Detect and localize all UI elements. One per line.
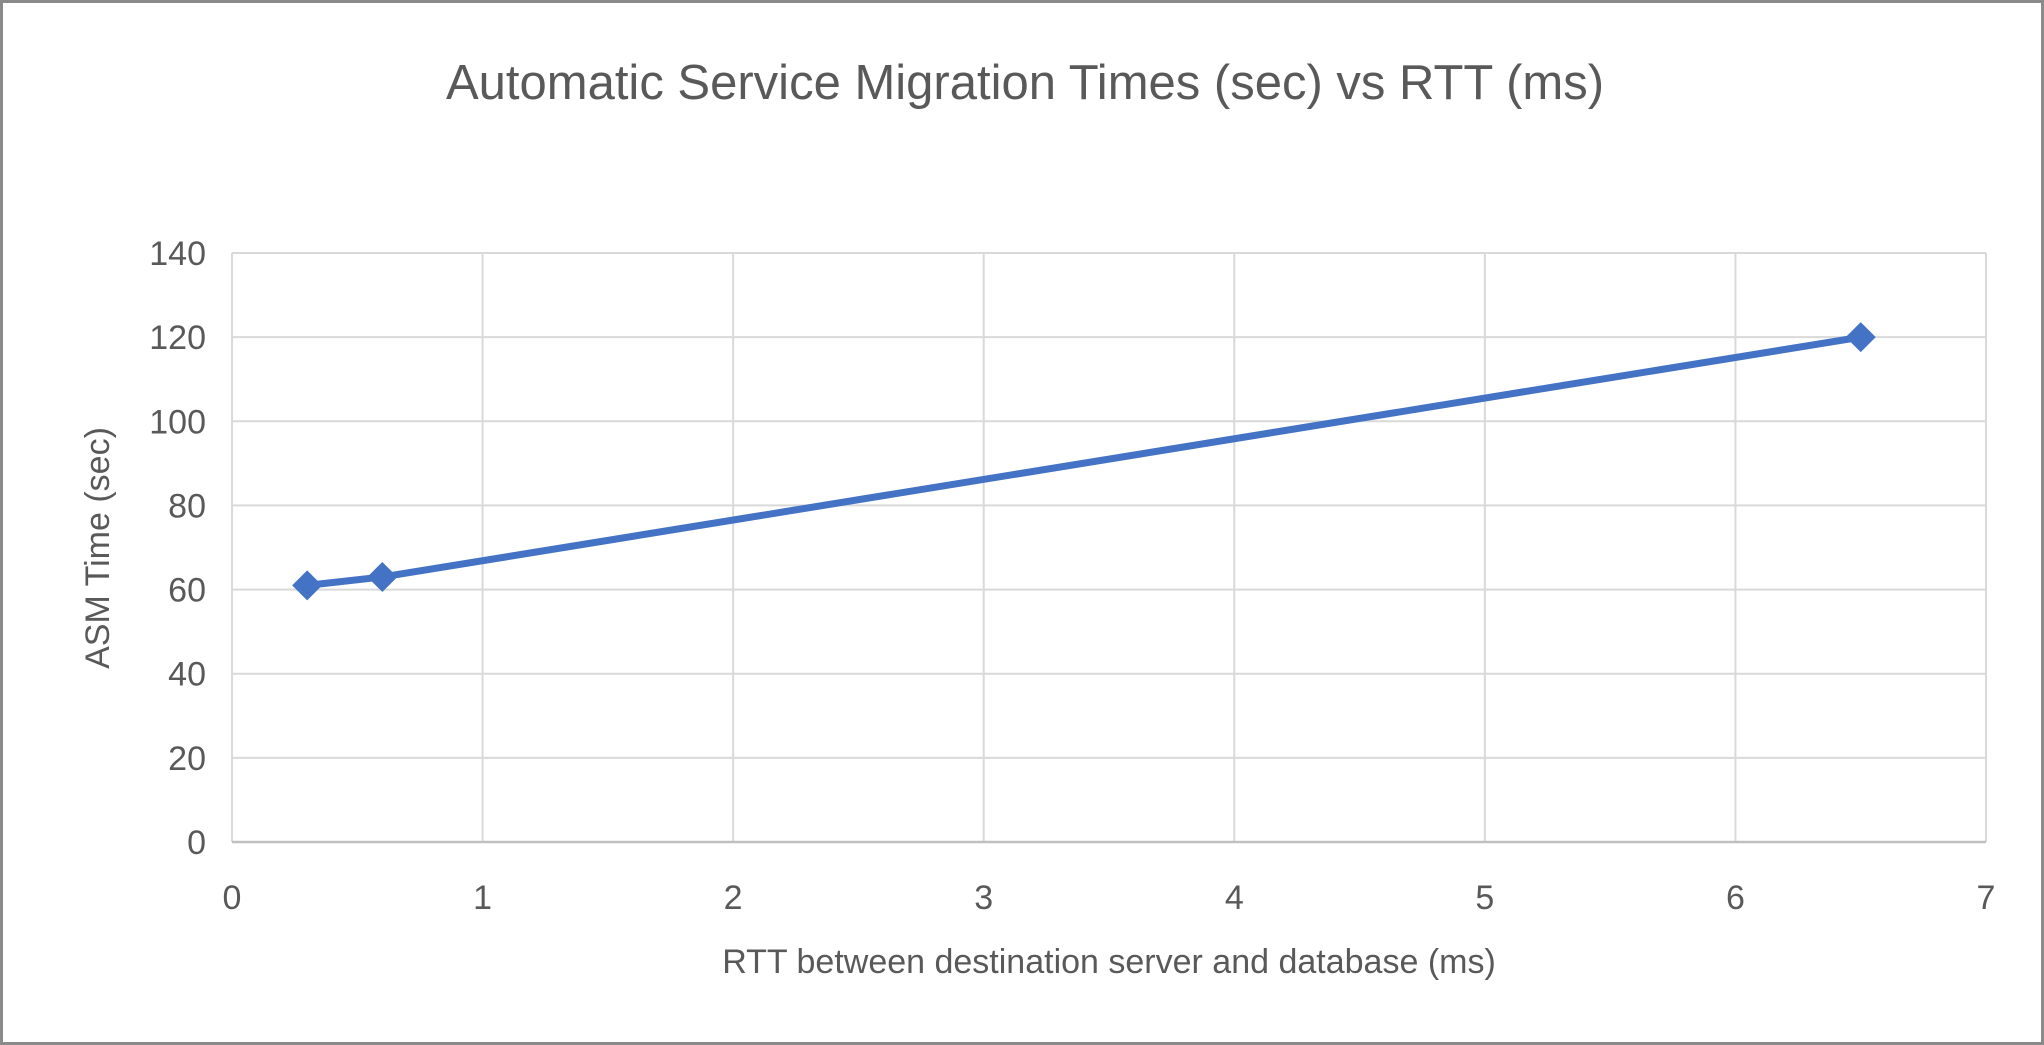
- x-axis-tick-label: 4: [1225, 879, 1244, 917]
- y-tick-labels: 0 20 40 60 80 100 120 140: [149, 235, 206, 862]
- x-axis-tick-label: 1: [473, 879, 492, 917]
- gridlines-group: [231, 252, 1987, 842]
- data-point-marker: [367, 561, 398, 592]
- x-axis-tick-label: 0: [223, 879, 242, 917]
- series-line: [303, 333, 1865, 589]
- y-axis-tick-label: 100: [149, 403, 206, 441]
- data-point-marker: [1845, 322, 1876, 353]
- y-axis-tick-label: 0: [187, 824, 206, 862]
- x-axis-tick-label: 7: [1977, 879, 1996, 917]
- data-point-marker: [292, 570, 323, 601]
- x-axis-tick-label: 2: [724, 879, 743, 917]
- y-axis-tick-label: 60: [168, 572, 206, 610]
- y-axis-title: ASM Time (sec): [79, 427, 117, 669]
- y-axis-tick-label: 120: [149, 319, 206, 357]
- chart-title: Automatic Service Migration Times (sec) …: [446, 56, 1604, 110]
- y-axis-tick-label: 140: [149, 235, 206, 273]
- x-axis-title: RTT between destination server and datab…: [722, 943, 1496, 981]
- x-axis-tick-label: 5: [1475, 879, 1494, 917]
- y-axis-tick-label: 20: [168, 740, 206, 778]
- line-chart: 0 20 40 60 80 100 120 140 0 1 2 3 4 5 6 7 Automatic Se…: [79, 56, 1996, 981]
- y-axis-tick-label: 40: [168, 656, 206, 694]
- x-axis-tick-label: 6: [1726, 879, 1745, 917]
- data-series-group: [292, 322, 1876, 601]
- x-axis-tick-label: 3: [974, 879, 993, 917]
- y-axis-tick-label: 80: [168, 487, 206, 525]
- x-tick-labels: 0 1 2 3 4 5 6 7: [223, 879, 1996, 917]
